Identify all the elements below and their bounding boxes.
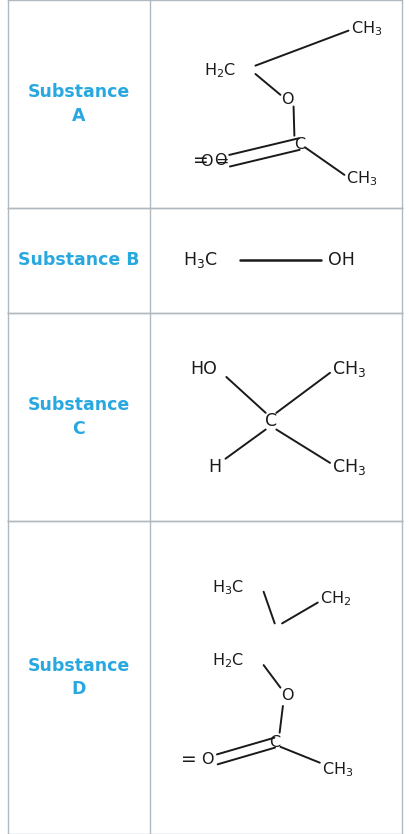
- Text: C: C: [293, 137, 304, 152]
- Text: H$_2$C: H$_2$C: [211, 651, 243, 671]
- Text: H$_3$C: H$_3$C: [182, 250, 217, 270]
- Text: H: H: [208, 458, 221, 476]
- Text: =: =: [193, 151, 209, 170]
- Text: Substance B: Substance B: [18, 251, 139, 269]
- Text: Substance
C: Substance C: [28, 396, 130, 438]
- Text: CH$_3$: CH$_3$: [331, 457, 365, 477]
- Text: CH$_3$: CH$_3$: [331, 359, 365, 379]
- Text: CH$_3$: CH$_3$: [350, 19, 381, 38]
- Text: O$=$: O$=$: [200, 153, 229, 168]
- Text: HO: HO: [190, 359, 217, 378]
- Text: C: C: [264, 412, 276, 430]
- Text: O: O: [280, 93, 292, 108]
- Text: Substance
D: Substance D: [28, 657, 130, 698]
- Text: CH$_3$: CH$_3$: [346, 169, 377, 188]
- Text: OH: OH: [327, 251, 354, 269]
- Text: H$_2$C: H$_2$C: [203, 61, 235, 80]
- Text: O: O: [213, 153, 226, 168]
- Text: CH$_2$: CH$_2$: [319, 589, 350, 608]
- Text: O: O: [280, 689, 292, 703]
- Text: C: C: [268, 736, 280, 750]
- Text: Substance
A: Substance A: [28, 83, 130, 125]
- Text: CH$_3$: CH$_3$: [321, 760, 353, 779]
- Text: H$_3$C: H$_3$C: [211, 578, 243, 597]
- Text: O: O: [201, 752, 213, 766]
- Text: =: =: [181, 750, 196, 769]
